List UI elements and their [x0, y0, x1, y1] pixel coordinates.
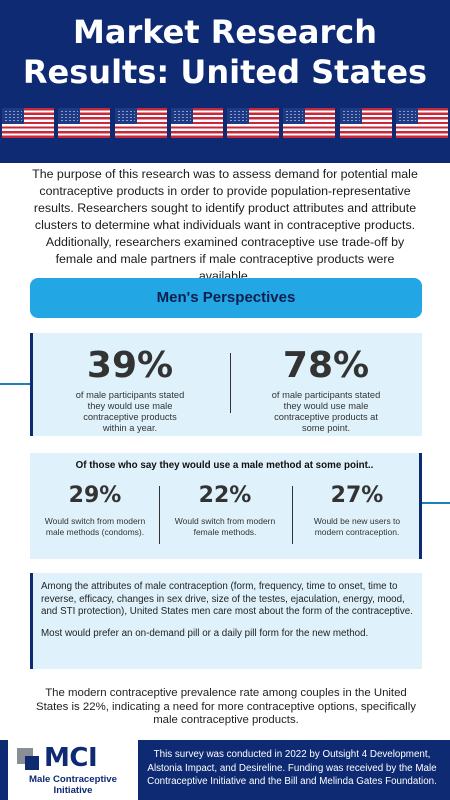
- us-flag-icon: [339, 108, 392, 138]
- attributes-paragraph: Among the attributes of male contracepti…: [41, 581, 413, 617]
- stat-value: 22%: [198, 483, 252, 508]
- page-title: Market Research Results: United States: [0, 12, 450, 92]
- stat-new-users: 27% Would be new users to modern contrac…: [292, 483, 422, 537]
- stat-switch-male-methods: 29% Would switch from modern male method…: [30, 483, 160, 537]
- us-flag-icon: [2, 108, 54, 138]
- stat-description: of male participants stated they would u…: [271, 390, 381, 433]
- divider: [159, 486, 160, 544]
- us-flag-icon: [170, 108, 223, 138]
- stat-description: Would be new users to modern contracepti…: [313, 516, 401, 537]
- stat-value: 27%: [330, 483, 384, 508]
- preference-paragraph: Most would prefer an on-demand pill or a…: [41, 627, 369, 639]
- connector-line: [0, 383, 30, 385]
- us-flag-icon: [114, 108, 167, 138]
- stat-description: Would switch from modern male methods (c…: [44, 516, 146, 537]
- logo-organization-name: Male Contraceptive Initiative: [29, 774, 117, 796]
- us-flags-strip: [0, 108, 450, 138]
- footer: MCI Male Contraceptive Initiative This s…: [0, 740, 450, 800]
- stat-switch-female-methods: 22% Would switch from modern female meth…: [160, 483, 290, 537]
- divider: [292, 486, 293, 544]
- stat-value: 29%: [68, 483, 122, 508]
- footer-credits: This survey was conducted in 2022 by Out…: [147, 749, 437, 787]
- us-flag-icon: [58, 108, 111, 138]
- intro-paragraph: The purpose of this research was to asse…: [32, 167, 418, 283]
- divider: [230, 353, 231, 413]
- stat-description: of male participants stated they would u…: [75, 390, 185, 433]
- us-flag-icon: [395, 108, 448, 138]
- stat-value: 39%: [86, 345, 174, 386]
- attributes-panel: Among the attributes of male contracepti…: [30, 573, 422, 669]
- stat-within-year: 39% of male participants stated they wou…: [35, 333, 225, 434]
- prevalence-paragraph: The modern contraceptive prevalence rate…: [36, 687, 416, 726]
- stat-description: Would switch from modern female methods.: [174, 516, 276, 537]
- logo-acronym: MCI: [44, 743, 98, 773]
- connector-line: [422, 502, 450, 504]
- stat-some-point: 78% of male participants stated they wou…: [231, 333, 421, 434]
- primary-stats-panel: 39% of male participants stated they wou…: [30, 333, 422, 436]
- header: Market Research Results: United States: [0, 0, 450, 163]
- us-flag-icon: [283, 108, 336, 138]
- page-title-line-1: Market Research: [73, 13, 377, 51]
- mci-logo-icon: [17, 748, 39, 770]
- us-flag-icon: [227, 108, 280, 138]
- mci-logo: MCI Male Contraceptive Initiative: [8, 740, 138, 800]
- secondary-stats-panel: Of those who say they would use a male m…: [30, 453, 422, 559]
- stat-value: 78%: [282, 345, 370, 386]
- secondary-stats-heading: Of those who say they would use a male m…: [75, 460, 374, 471]
- section-banner-mens-perspectives: Men's Perspectives: [30, 278, 422, 318]
- page-title-line-2: Results: United States: [22, 53, 428, 91]
